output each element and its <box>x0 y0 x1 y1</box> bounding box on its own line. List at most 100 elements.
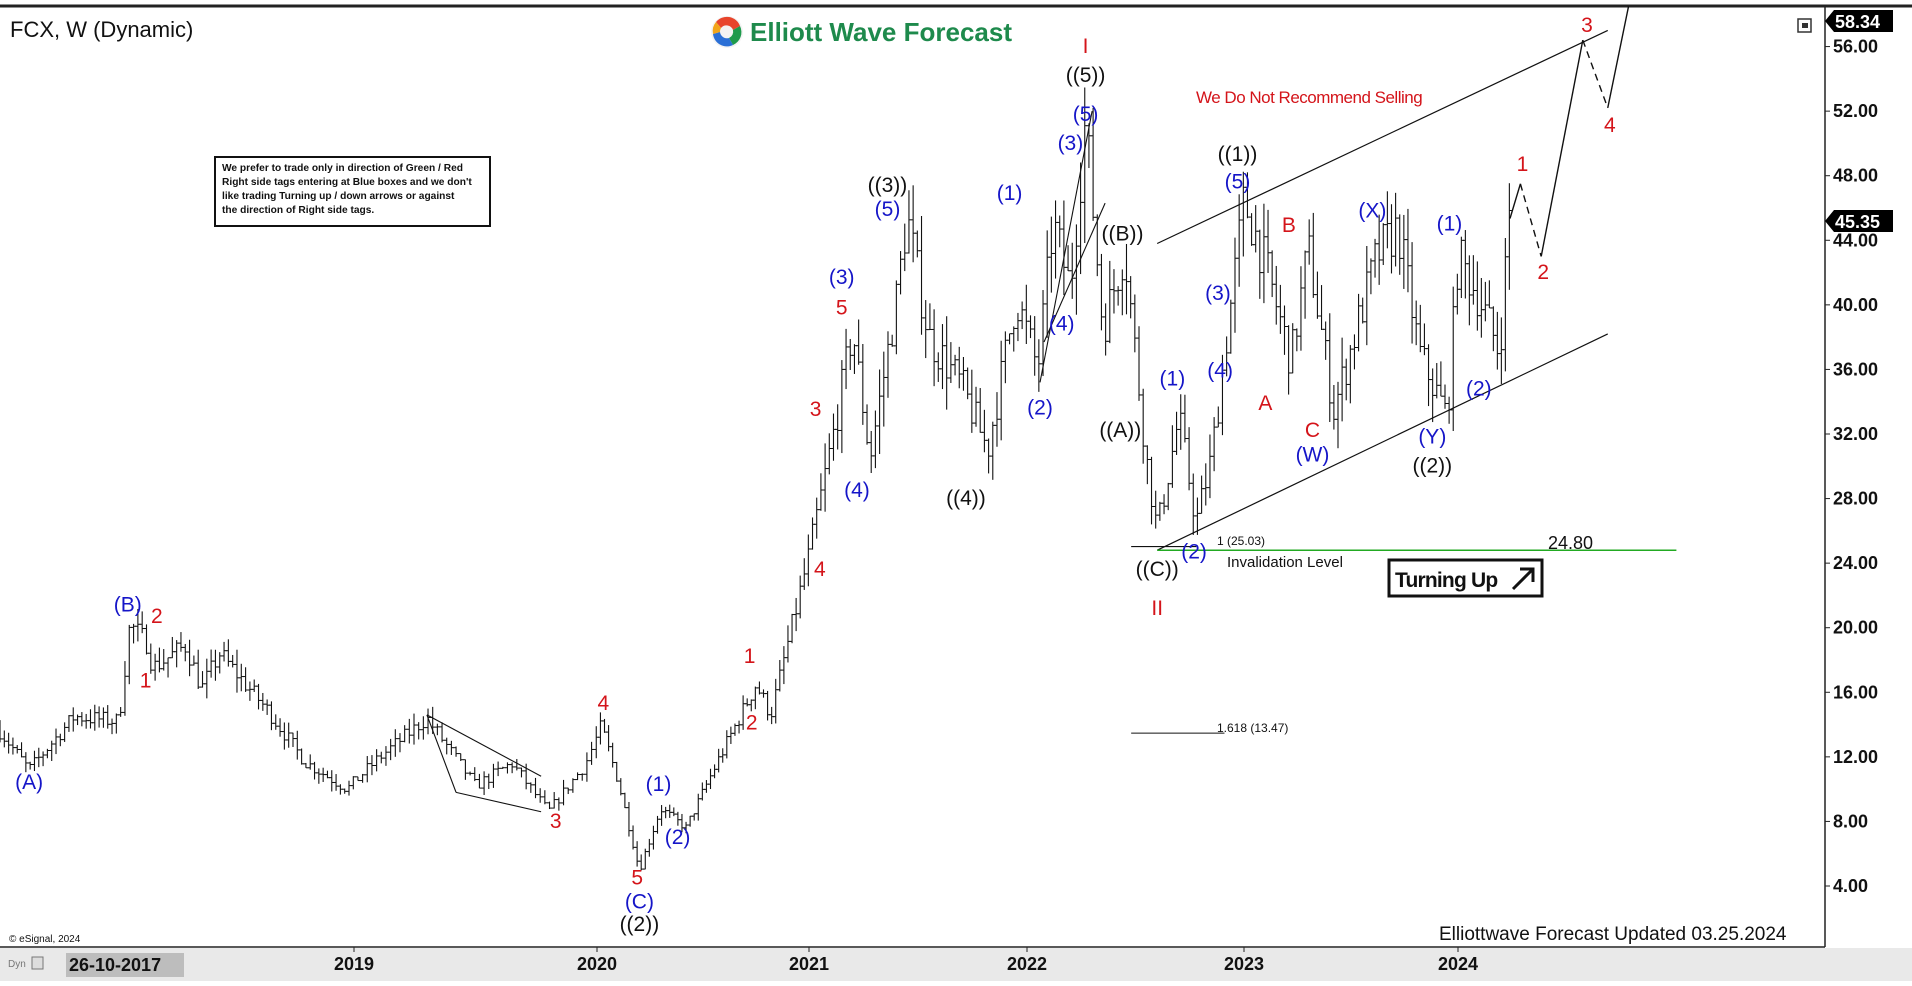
wave-label: 2 <box>1537 261 1549 284</box>
note-line-2: Right side tags entering at Blue boxes a… <box>222 177 472 188</box>
note-line-1: We prefer to trade only in direction of … <box>222 163 463 174</box>
trading-note-box: We prefer to trade only in direction of … <box>214 156 491 227</box>
x-tick-label: 2019 <box>334 954 374 974</box>
wave-label: ((2)) <box>620 913 660 936</box>
wave-label: C <box>1305 419 1320 442</box>
wave-label: (3) <box>829 266 855 289</box>
wave-label: 5 <box>631 866 643 889</box>
wave-labels: (A)(B) 21345(C)((2))(1)(2)1234(3)5(4)((3)… <box>15 14 1616 936</box>
y-tick-label: 36.00 <box>1833 359 1878 379</box>
current-price-tag: 45.35 <box>1825 210 1893 232</box>
wave-label: 3 <box>1581 14 1593 37</box>
wave-label: B <box>1282 214 1296 237</box>
wave-label: 4 <box>598 692 610 715</box>
wave-label: ((5)) <box>1066 64 1106 87</box>
y-tick-label: 40.00 <box>1833 295 1878 315</box>
wave-label: 1 <box>744 645 756 668</box>
wave-label: (A) <box>15 771 43 794</box>
wave-label: 5 <box>836 297 848 320</box>
date-cursor-label: 26-10-2017 <box>69 955 161 975</box>
wave-label: (5) <box>1073 103 1099 126</box>
wave-label: ((1)) <box>1218 143 1258 166</box>
y-tick-label: 20.00 <box>1833 618 1878 638</box>
wave-label: (2) <box>1181 540 1207 563</box>
wave-label: (3) <box>1058 132 1084 155</box>
invalidation-label: Invalidation Level <box>1227 554 1343 571</box>
fib-1618-label: 1.618 (13.47) <box>1217 721 1288 735</box>
turning-up-badge: Turning Up <box>1387 558 1544 598</box>
projection-segment <box>1607 6 1630 109</box>
y-tick-label: 12.00 <box>1833 747 1878 767</box>
y-tick-label: 8.00 <box>1833 811 1868 831</box>
wave-label: (1) <box>997 182 1023 205</box>
wave-label: 4 <box>814 558 826 581</box>
wave-label: 3 <box>810 398 822 421</box>
triangle-lower-line <box>455 791 542 813</box>
wave-label: (2) <box>1466 377 1492 400</box>
wave-label: ((B)) <box>1101 222 1143 245</box>
time-axis[interactable]: 2019 2020 2021 2022 2023 2024 <box>334 947 1478 974</box>
invalidation-value: 24.80 <box>1548 533 1593 553</box>
wave-label: A <box>1258 392 1272 415</box>
note-line-3: like trading Turning up / down arrows or… <box>222 191 455 202</box>
triangle-side-line <box>426 714 457 793</box>
wave-label: (1) <box>646 773 672 796</box>
top-price-value: 58.34 <box>1835 12 1880 32</box>
wave-label: (2) <box>665 826 691 849</box>
fib-1-label: 1 (25.03) <box>1217 534 1265 548</box>
triangle-upper-line <box>426 714 542 777</box>
y-tick-label: 48.00 <box>1833 166 1878 186</box>
wave-label: 4 <box>1604 114 1616 137</box>
note-line-4: the direction of Right side tags. <box>222 205 374 216</box>
x-tick-label: 2023 <box>1224 954 1264 974</box>
wave-label: (C) <box>625 891 654 914</box>
projection-segment <box>1582 39 1609 109</box>
wave-label: (X) <box>1358 200 1386 223</box>
y-tick-label: 32.00 <box>1833 424 1878 444</box>
y-tick-label: 44.00 <box>1833 230 1878 250</box>
price-axis[interactable]: 4.00 8.00 12.00 16.00 20.00 24.00 28.00 32.00 36… <box>1825 37 1878 896</box>
y-tick-label: 56.00 <box>1833 37 1878 57</box>
wave-label: 2 <box>746 711 758 734</box>
wave-label: (1) <box>1437 213 1463 236</box>
projection-segment <box>1509 183 1522 219</box>
current-price-value: 45.35 <box>1835 212 1880 232</box>
restore-window-icon[interactable] <box>1797 18 1812 33</box>
y-tick-label: 4.00 <box>1833 876 1868 896</box>
arrow-up-right-icon <box>1511 567 1535 591</box>
logo-swirl-icon <box>711 16 743 48</box>
x-tick-label: 2024 <box>1438 954 1478 974</box>
wave-label: ((C)) <box>1136 558 1179 581</box>
wave-label: I <box>1083 35 1089 58</box>
elliott-wave-logo: Elliott Wave Forecast <box>711 16 1012 48</box>
wave-channel-line <box>1039 111 1093 383</box>
wave-label: (B) <box>114 594 142 617</box>
wave-label: ((4)) <box>946 487 986 510</box>
updated-label: Elliottwave Forecast Updated 03.25.2024 <box>1439 924 1787 945</box>
dyn-label: Dyn <box>8 959 26 970</box>
wave-label: (5) <box>875 198 901 221</box>
wave-label: (1) <box>1160 368 1186 391</box>
wave-label: (4) <box>1049 313 1075 336</box>
wave-label: 2 <box>151 605 163 628</box>
x-tick-label: 2022 <box>1007 954 1047 974</box>
chart-settings-icon[interactable] <box>31 956 44 970</box>
no-selling-headline: We Do Not Recommend Selling <box>1196 88 1422 107</box>
wave-label: (4) <box>1207 359 1233 382</box>
symbol-title: FCX, W (Dynamic) <box>10 17 193 42</box>
price-bars <box>0 87 1512 871</box>
wave-label: ((A)) <box>1099 419 1141 442</box>
wave-label: II <box>1151 597 1163 620</box>
wave-label: ((2)) <box>1412 455 1452 478</box>
wave-label: (2) <box>1027 397 1053 420</box>
wave-label: (Y) <box>1418 426 1446 449</box>
channel-upper-line <box>1156 29 1609 245</box>
wave-label: (5) <box>1225 171 1251 194</box>
y-tick-label: 24.00 <box>1833 553 1878 573</box>
channel-lower-line <box>1156 333 1609 551</box>
wave-label: (W) <box>1296 443 1330 466</box>
wave-label: (4) <box>844 479 870 502</box>
wave-label: 1 <box>1517 153 1529 176</box>
analysis-lines <box>426 6 1677 813</box>
